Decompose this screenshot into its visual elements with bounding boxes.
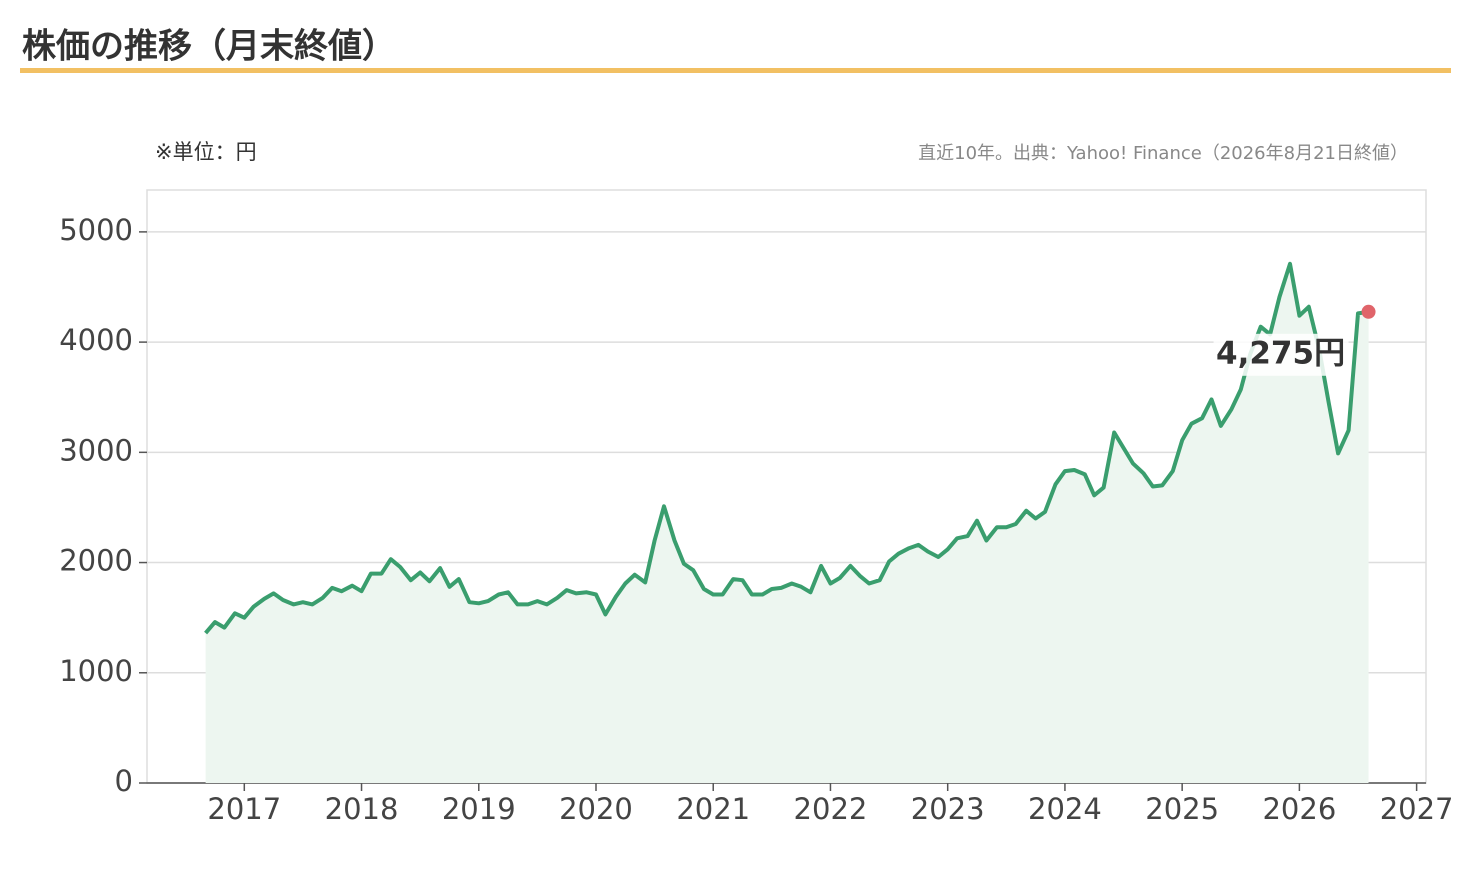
x-tick-label: 2021 xyxy=(676,792,750,826)
x-tick-label: 2027 xyxy=(1380,792,1454,826)
x-tick-label: 2017 xyxy=(207,792,281,826)
y-tick-label: 3000 xyxy=(59,433,133,467)
y-tick-label: 1000 xyxy=(59,654,133,688)
unit-note: ※単位：円 xyxy=(155,140,257,164)
x-tick-label: 2026 xyxy=(1262,792,1336,826)
area-fill xyxy=(205,263,1369,783)
y-tick-label: 2000 xyxy=(59,544,133,578)
price-line xyxy=(204,261,1369,635)
x-tick-label: 2018 xyxy=(325,792,399,826)
x-tick-label: 2023 xyxy=(911,792,985,826)
x-tick-label: 2020 xyxy=(559,792,633,826)
annotation-bg xyxy=(1213,333,1349,376)
y-tick-label: 4000 xyxy=(59,323,133,357)
y-tick-label: 0 xyxy=(115,764,133,798)
x-tick-label: 2019 xyxy=(442,792,516,826)
x-tick-label: 2024 xyxy=(1028,792,1102,826)
x-tick-label: 2022 xyxy=(794,792,868,826)
y-tick-label: 5000 xyxy=(59,213,133,247)
title-underline xyxy=(20,68,1451,73)
source-note: 直近10年。出典：Yahoo! Finance（2026年8月21日終値） xyxy=(918,143,1408,164)
annotation-label: 4,275円 xyxy=(1216,335,1345,371)
page-title: 株価の推移（月末終値） xyxy=(22,27,396,67)
last-point xyxy=(1361,304,1376,319)
x-tick-label: 2025 xyxy=(1145,792,1219,826)
